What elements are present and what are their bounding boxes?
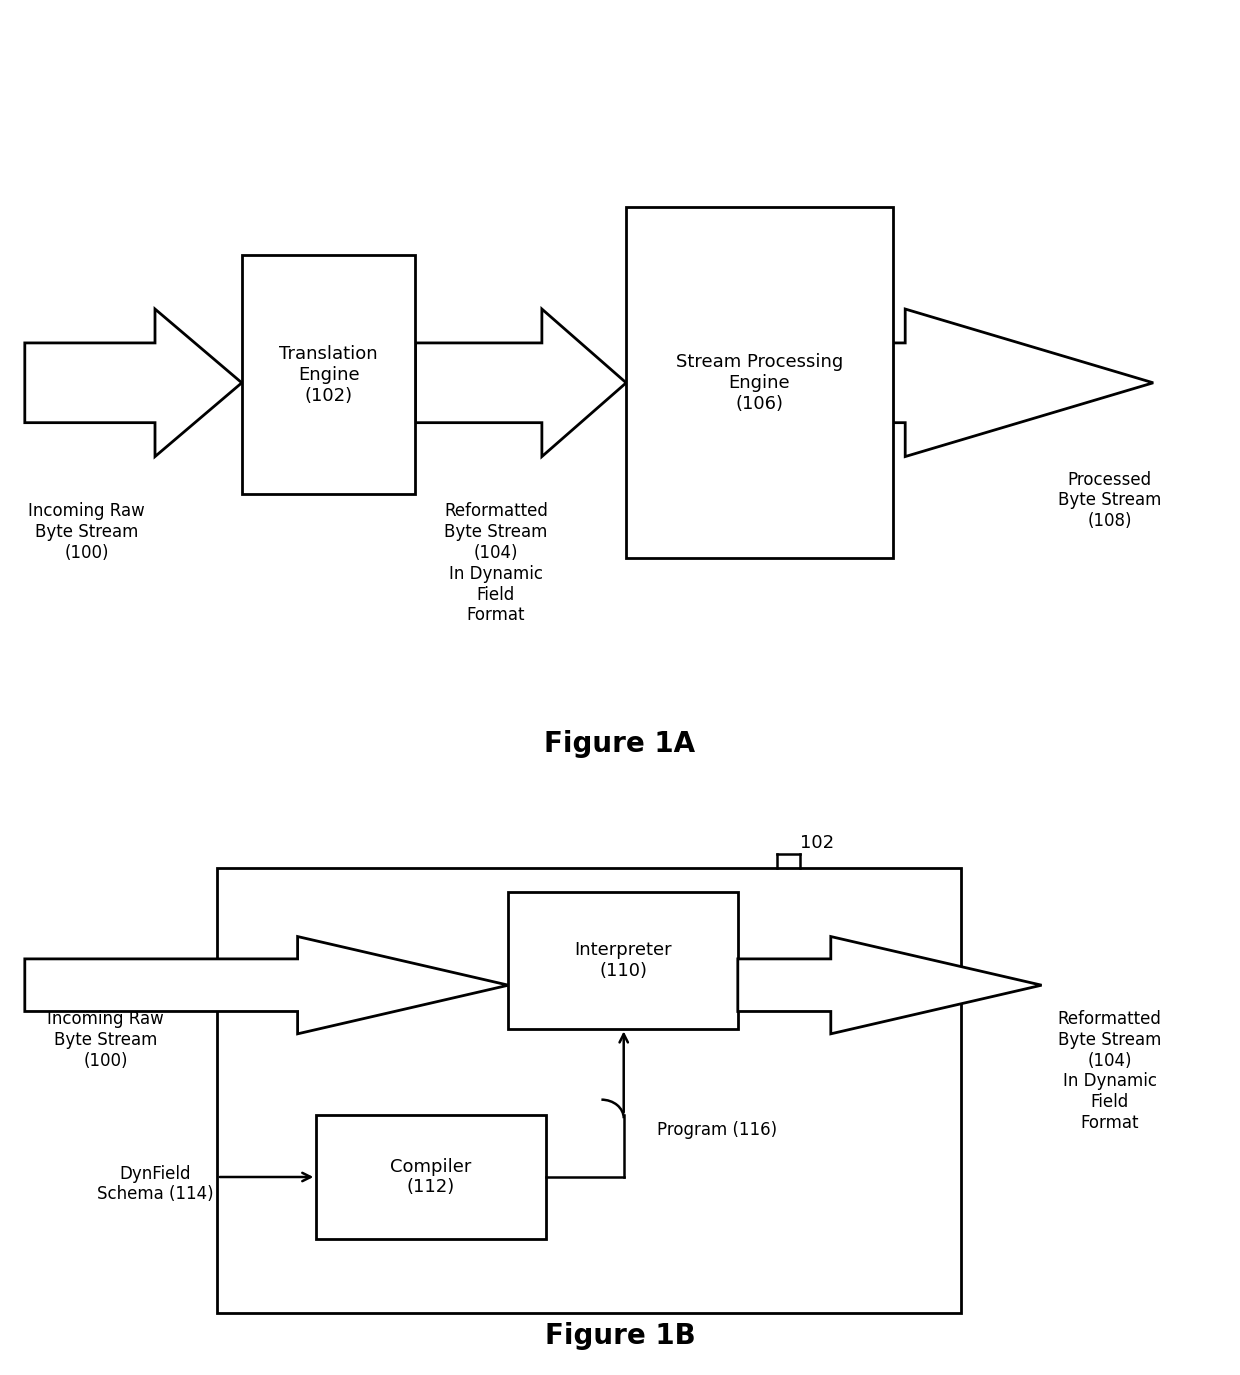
Text: DynField
Schema (114): DynField Schema (114) bbox=[97, 1165, 213, 1203]
Text: Figure 1A: Figure 1A bbox=[544, 730, 696, 758]
Polygon shape bbox=[25, 936, 508, 1034]
Polygon shape bbox=[415, 309, 626, 456]
Text: Reformatted
Byte Stream
(104)
In Dynamic
Field
Format: Reformatted Byte Stream (104) In Dynamic… bbox=[444, 502, 548, 624]
Text: Interpreter
(110): Interpreter (110) bbox=[574, 941, 672, 980]
Polygon shape bbox=[25, 309, 242, 456]
Text: Stream Processing
Engine
(106): Stream Processing Engine (106) bbox=[676, 353, 843, 412]
Text: Program (116): Program (116) bbox=[657, 1122, 777, 1140]
Text: Translation
Engine
(102): Translation Engine (102) bbox=[279, 345, 378, 404]
Text: Reformatted
Byte Stream
(104)
In Dynamic
Field
Format: Reformatted Byte Stream (104) In Dynamic… bbox=[1058, 1009, 1162, 1132]
Polygon shape bbox=[893, 309, 1153, 456]
Bar bbox=[217, 868, 961, 1313]
Bar bbox=[316, 1115, 546, 1239]
Bar bbox=[508, 892, 738, 1028]
Bar bbox=[626, 208, 893, 558]
Text: Figure 1B: Figure 1B bbox=[544, 1323, 696, 1350]
Text: Incoming Raw
Byte Stream
(100): Incoming Raw Byte Stream (100) bbox=[47, 1009, 164, 1070]
Text: Incoming Raw
Byte Stream
(100): Incoming Raw Byte Stream (100) bbox=[29, 502, 145, 562]
Polygon shape bbox=[738, 936, 1042, 1034]
Text: 102: 102 bbox=[800, 835, 835, 852]
Text: Compiler
(112): Compiler (112) bbox=[391, 1158, 471, 1196]
Bar bbox=[242, 256, 415, 495]
Text: Processed
Byte Stream
(108): Processed Byte Stream (108) bbox=[1058, 470, 1162, 531]
